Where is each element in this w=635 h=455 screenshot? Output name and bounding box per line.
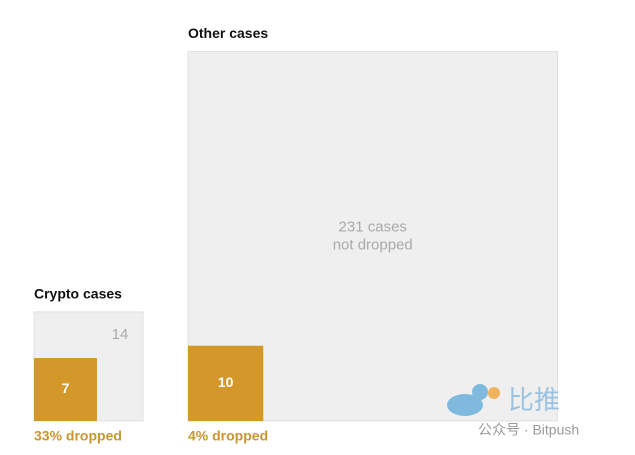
dropped-label: 10 [218,374,234,390]
percent-note: 4% dropped [188,428,268,444]
square-dropped [188,345,264,421]
not-dropped-label: 14 [112,326,129,343]
not-dropped-label: 231 cases not dropped [333,218,413,253]
watermark-subtitle: 公众号 · Bitpush [478,422,579,438]
watermark-bird-head [472,384,488,400]
watermark-bird [447,394,483,416]
dropped-label: 7 [62,380,70,396]
label-line: not dropped [333,236,413,253]
watermark-coin [488,387,500,399]
square-dropped [34,358,97,421]
watermark: 比推 公众号 · Bitpush [447,384,579,438]
percent-note: 33% dropped [34,428,122,444]
watermark-title: 比推 [508,385,560,415]
panel-title: Crypto cases [34,286,122,302]
label-line: 231 cases [339,218,407,235]
panel-title: Other cases [188,25,268,41]
